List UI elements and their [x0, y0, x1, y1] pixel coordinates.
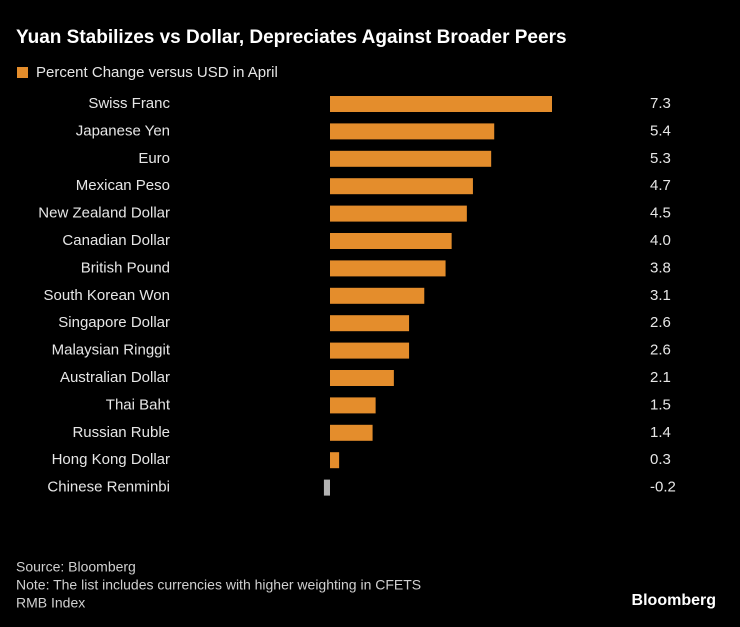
y-tick-label: Malaysian Ringgit: [52, 342, 171, 359]
y-tick-label: British Pound: [81, 259, 170, 276]
value-label: 4.5: [650, 205, 671, 222]
value-label: 5.4: [650, 122, 671, 139]
y-tick-label: Chinese Renminbi: [47, 479, 170, 496]
value-label: -0.2: [650, 479, 676, 496]
value-label: 0.3: [650, 451, 671, 468]
value-label: 4.0: [650, 232, 671, 249]
bar: [330, 178, 473, 195]
brand: Bloomberg: [632, 592, 716, 609]
bar: [330, 260, 446, 277]
bar: [330, 150, 492, 167]
note: Note: The list includes currencies with …: [16, 577, 421, 593]
y-tick-label: Thai Baht: [106, 396, 171, 413]
value-label: 4.7: [650, 177, 671, 194]
y-tick-label: Singapore Dollar: [58, 314, 170, 331]
y-tick-label: Russian Ruble: [72, 424, 170, 441]
y-tick-label: Euro: [138, 150, 170, 167]
value-label: 5.3: [650, 150, 671, 167]
y-tick-label: New Zealand Dollar: [38, 205, 170, 222]
y-tick-label: Australian Dollar: [60, 369, 170, 386]
value-label: 3.1: [650, 287, 671, 304]
value-label: 1.5: [650, 396, 671, 413]
value-label: 2.6: [650, 314, 671, 331]
bar: [330, 342, 410, 359]
bar: [330, 452, 340, 469]
y-tick-label: South Korean Won: [44, 287, 170, 304]
value-label: 3.8: [650, 259, 671, 276]
source: Source: Bloomberg: [16, 559, 136, 575]
bar: [330, 315, 410, 332]
legend-swatch: [17, 67, 28, 78]
bar: [330, 424, 373, 441]
y-tick-label: Mexican Peso: [76, 177, 170, 194]
note: RMB Index: [16, 595, 85, 611]
value-label: 1.4: [650, 424, 671, 441]
bar: [330, 96, 552, 112]
chart-title: Yuan Stabilizes vs Dollar, Depreciates A…: [16, 27, 567, 48]
y-tick-label: Swiss Franc: [88, 95, 170, 112]
value-label: 2.1: [650, 369, 671, 386]
bar: [330, 287, 425, 304]
legend-label: Percent Change versus USD in April: [36, 64, 278, 81]
bar: [330, 397, 376, 414]
bar: [323, 479, 330, 496]
bar: [330, 123, 495, 140]
value-label: 2.6: [650, 342, 671, 359]
y-tick-label: Japanese Yen: [76, 122, 170, 139]
y-tick-label: Hong Kong Dollar: [52, 451, 170, 468]
bar: [330, 205, 467, 222]
value-label: 7.3: [650, 95, 671, 112]
bar: [330, 233, 452, 249]
y-tick-label: Canadian Dollar: [62, 232, 170, 249]
bar: [330, 370, 394, 386]
